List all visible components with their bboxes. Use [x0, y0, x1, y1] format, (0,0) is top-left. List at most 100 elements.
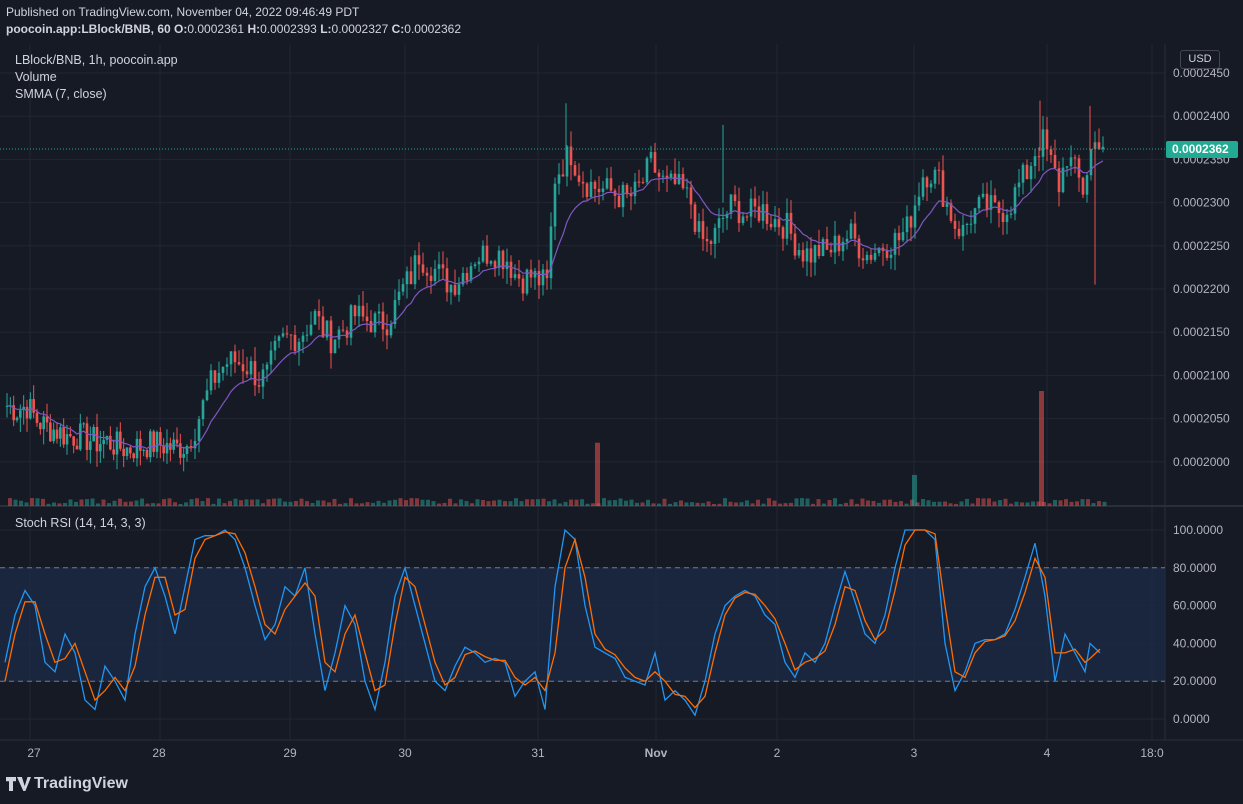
- volume-bar: [486, 501, 491, 506]
- volume-bar: [1047, 503, 1052, 506]
- candle: [577, 175, 581, 182]
- volume-bar: [860, 498, 865, 506]
- candle: [52, 429, 55, 442]
- price-axis-label: 0.0002050: [1173, 412, 1230, 426]
- candle: [273, 340, 277, 351]
- legend-volume[interactable]: Volume: [15, 70, 57, 84]
- candle: [549, 226, 553, 279]
- candle: [709, 241, 713, 244]
- volume-bar: [585, 503, 590, 506]
- ohlc-open-key: O:: [174, 22, 188, 36]
- volume-bar: [68, 499, 73, 506]
- volume-bar: [178, 503, 183, 506]
- volume-bar: [1069, 501, 1074, 506]
- volume-bar: [211, 503, 216, 506]
- volume-bar: [679, 500, 683, 506]
- volume-bar: [415, 498, 419, 506]
- volume-bar: [453, 503, 458, 506]
- candle: [1089, 149, 1093, 176]
- volume-bar: [162, 499, 166, 506]
- candle: [1101, 146, 1105, 150]
- volume-bar: [1020, 502, 1024, 506]
- price-axis-label: 0.0002100: [1173, 368, 1230, 382]
- candle: [477, 261, 481, 265]
- candle: [941, 170, 945, 207]
- volume-bar: [613, 500, 617, 506]
- volume-bar: [184, 502, 188, 506]
- volume-bar: [525, 499, 529, 506]
- candle: [933, 169, 937, 184]
- candle: [629, 193, 633, 197]
- candle: [841, 241, 845, 252]
- candle: [525, 269, 529, 294]
- candle: [95, 426, 99, 452]
- time-axis-label: 3: [911, 746, 918, 760]
- volume-bar: [228, 500, 232, 506]
- candle: [541, 269, 545, 286]
- candle: [993, 195, 997, 203]
- candle: [513, 274, 517, 278]
- volume-bar: [536, 499, 540, 506]
- candle: [152, 431, 155, 452]
- candle: [877, 247, 881, 254]
- volume-bar: [475, 499, 480, 506]
- volume-bar: [805, 498, 810, 506]
- candle: [569, 146, 573, 166]
- candle: [281, 333, 285, 337]
- volume-bar: [299, 498, 304, 506]
- candle: [861, 258, 865, 261]
- candle: [179, 443, 182, 458]
- candle: [633, 181, 637, 197]
- volume-bar: [85, 499, 89, 506]
- candle: [989, 195, 993, 210]
- volume-bar: [343, 503, 348, 506]
- candle: [825, 239, 829, 250]
- volume-bar: [195, 498, 199, 506]
- stoch-axis-label: 40.0000: [1173, 636, 1217, 650]
- candle: [233, 351, 237, 363]
- volume-bar: [96, 503, 100, 506]
- ohlc-low-key: L:: [320, 22, 332, 36]
- candle: [977, 196, 981, 209]
- volume-bar: [563, 501, 568, 506]
- candle: [637, 181, 641, 183]
- candle: [1077, 158, 1081, 178]
- candle: [165, 443, 169, 454]
- candle: [753, 198, 757, 207]
- legend-stoch-rsi[interactable]: Stoch RSI (14, 14, 3, 3): [15, 516, 146, 530]
- candle: [693, 204, 697, 232]
- candle: [625, 184, 629, 194]
- legend-smma[interactable]: SMMA (7, close): [15, 87, 107, 101]
- candle: [685, 187, 689, 189]
- candle: [725, 213, 729, 219]
- candle: [1053, 154, 1057, 169]
- price-chart[interactable]: 0.00024500.00024000.00023500.00023000.00…: [0, 44, 1243, 766]
- currency-button[interactable]: USD: [1180, 50, 1220, 69]
- volume-bar: [1014, 501, 1019, 506]
- candle: [1069, 157, 1073, 167]
- candle: [849, 223, 853, 239]
- smma-line: [6, 160, 1104, 450]
- candle: [409, 271, 413, 285]
- candle: [145, 449, 149, 458]
- legend-symbol[interactable]: LBlock/BNB, 1h, poocoin.app: [15, 53, 178, 67]
- volume-bar: [541, 498, 546, 506]
- candle: [253, 361, 257, 386]
- ohlc-high: 0.0002393: [260, 22, 317, 36]
- candle: [949, 203, 953, 221]
- candle: [1013, 187, 1017, 214]
- candle: [337, 329, 341, 340]
- volume-bar: [233, 498, 238, 506]
- candle: [697, 221, 701, 232]
- tradingview-logo[interactable]: TradingView: [6, 775, 128, 793]
- candle: [361, 305, 365, 317]
- candle: [1001, 213, 1005, 223]
- volume-bar: [492, 500, 496, 506]
- volume-bar: [1031, 501, 1035, 506]
- volume-bar: [294, 500, 298, 506]
- candle: [937, 169, 941, 171]
- ohlc-close-key: C:: [391, 22, 405, 36]
- candle: [833, 235, 837, 253]
- volume-bar: [112, 500, 117, 506]
- volume-bar: [464, 501, 469, 506]
